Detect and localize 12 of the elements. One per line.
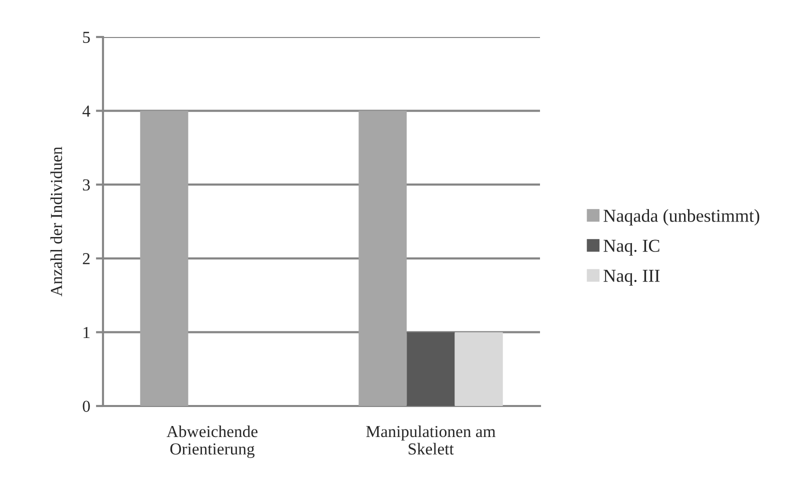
y-axis-title: Anzahl der Individuen — [50, 146, 62, 296]
y-tick-label: 2 — [82, 253, 90, 264]
x-tick-label: Abweichende Orientierung — [166, 425, 258, 458]
y-tick-label: 4 — [82, 106, 90, 117]
x-tick-label: Manipulationen am Skelett — [366, 425, 496, 455]
legend-label: Naqada (unbestimmt) — [604, 209, 760, 226]
legend-label: Naq. III — [604, 270, 660, 286]
legend-label: Naq. IC — [604, 240, 660, 256]
y-tick-label: 3 — [82, 179, 90, 191]
y-tick-label: 0 — [82, 400, 90, 412]
y-tick-label: 5 — [83, 32, 90, 43]
y-tick-label: 1 — [84, 326, 90, 338]
